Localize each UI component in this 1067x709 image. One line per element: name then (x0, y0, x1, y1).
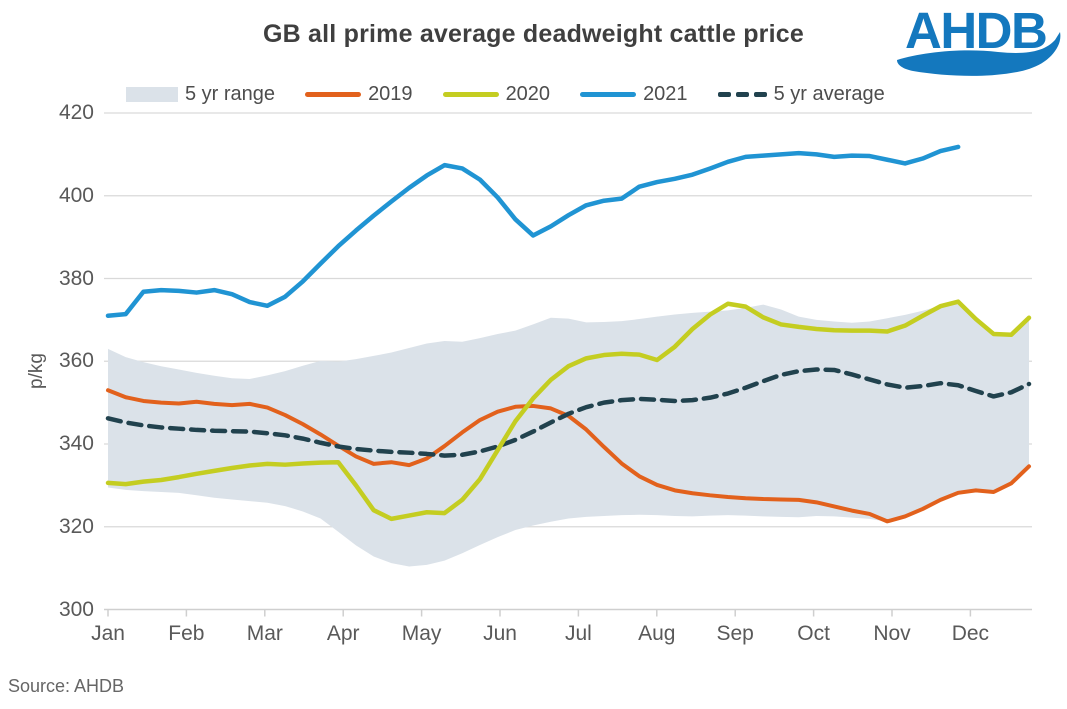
page-title: GB all prime average deadweight cattle p… (263, 20, 804, 48)
legend-label: 5 yr average (773, 82, 885, 105)
legend-label: 2020 (505, 82, 551, 105)
legend-swatch-2019 (305, 91, 362, 97)
legend-item-5-yr-range: 5 yr range (126, 83, 275, 106)
legend-swatch-5-yr-average (717, 91, 767, 97)
chart-legend: 5 yr range 2019 2020 2021 5 yr average (126, 82, 885, 106)
ahdb-logo: AHDB (893, 2, 1061, 84)
x-tick-label-jul: Jul (564, 622, 592, 645)
x-tick-label-apr: Apr (326, 622, 360, 645)
legend-label: 2019 (368, 82, 413, 105)
legend-item-2019: 2019 (305, 83, 413, 106)
legend-item-2021: 2021 (580, 83, 688, 106)
series-line-2020 (105, 299, 1032, 522)
x-tick-label-feb: Feb (168, 622, 205, 645)
x-tick-label-aug: Aug (638, 622, 676, 645)
series-line-2021 (105, 144, 961, 318)
x-tick-label-sep: Sep (716, 622, 754, 645)
x-tick-label-nov: Nov (873, 622, 911, 645)
ahdb-wave-icon (897, 32, 1061, 76)
series-line-5-yr-average (105, 367, 1032, 458)
y-tick-label: 320 (58, 514, 94, 538)
legend-label: 5 yr range (185, 82, 276, 105)
legend-label: 2021 (643, 82, 688, 105)
ahdb-logo-icon: AHDB (897, 2, 1061, 76)
source-note: Source: AHDB (8, 676, 125, 696)
y-tick-label: 360 (58, 349, 94, 373)
legend-swatch-2020 (442, 91, 499, 97)
ahdb-logo-text: AHDB (905, 2, 1046, 59)
y-tick-label: 380 (58, 266, 94, 290)
y-tick-label: 340 (58, 432, 94, 455)
legend-item-5-yr-average: 5 yr average (717, 82, 885, 106)
x-tick-label-jun: Jun (483, 622, 517, 645)
x-tick-label-dec: Dec (951, 622, 990, 645)
x-tick-label-mar: Mar (246, 622, 283, 645)
x-tick-label-jan: Jan (91, 622, 125, 645)
legend-item-2020: 2020 (442, 82, 551, 106)
x-tick-label-oct: Oct (797, 622, 830, 645)
y-tick-label: 420 (58, 101, 94, 124)
x-tick-label-may: May (401, 622, 442, 645)
y-tick-label: 400 (58, 183, 94, 207)
legend-swatch-2021 (580, 91, 637, 97)
y-tick-label: 300 (58, 597, 94, 621)
legend-swatch-5-yr-range (126, 86, 178, 102)
